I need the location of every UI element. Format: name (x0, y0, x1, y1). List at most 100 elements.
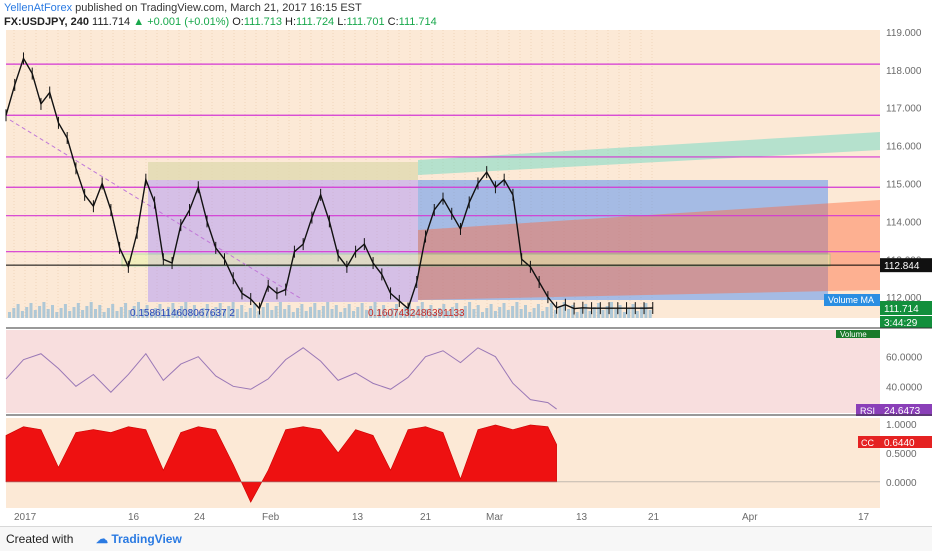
volume-bar (360, 303, 364, 318)
volume-bar (102, 312, 106, 318)
publish-line: YellenAtForex published on TradingView.c… (4, 2, 362, 14)
time-axis-label: 13 (576, 512, 588, 523)
rsi-axis-label: 40.0000 (886, 382, 923, 393)
volume-bar (545, 307, 549, 318)
volume-bar (506, 310, 510, 318)
volume-bar (455, 303, 459, 318)
volume-bar (339, 312, 343, 318)
time-axis-label: 21 (420, 512, 432, 523)
volume-bar (326, 302, 330, 318)
volume-bar (648, 310, 652, 318)
volume-bar (373, 302, 377, 318)
volume-bar (515, 302, 519, 318)
volume-bar (644, 303, 648, 318)
rsi-badge-label: RSI (860, 406, 875, 416)
volume-bar (618, 305, 622, 318)
volume-bar (63, 304, 67, 318)
volume-bar (149, 312, 153, 318)
volume-bar (244, 312, 248, 318)
volume-bar (128, 310, 132, 318)
green-band (121, 253, 831, 267)
price-axis-label: 114.000 (886, 217, 922, 228)
volume-bar (579, 308, 583, 318)
volume-bar (283, 309, 287, 318)
price-marker-badge (880, 258, 932, 273)
price-axis-label: 115.000 (886, 179, 922, 190)
volume-bar (511, 306, 515, 318)
volume-bar (235, 309, 239, 318)
volume-bar (184, 302, 188, 318)
volume-bar (12, 308, 16, 318)
low-label: L: (337, 16, 347, 28)
volume-bar (132, 306, 136, 318)
open-value: 111.713 (243, 16, 282, 28)
price-axis-label: 118.000 (886, 66, 922, 77)
cc-area (5, 424, 557, 503)
cc-badge-label: CC (861, 438, 874, 448)
volume-bar (575, 312, 579, 318)
volume-bar (631, 304, 635, 318)
last-price-badge (880, 300, 932, 315)
volume-bar (627, 308, 631, 318)
volume-bar (429, 305, 433, 318)
volume-bar (111, 304, 115, 318)
volume-bar (584, 304, 588, 318)
price-axis-label: 117.000 (886, 104, 922, 115)
volume-bar (640, 307, 644, 318)
volume-bar (407, 303, 411, 318)
volume-bar (433, 312, 437, 318)
last-price-text: 111.714 (884, 304, 919, 315)
volume-bar (605, 306, 609, 318)
volume-bar (395, 304, 398, 318)
volume-bar (635, 311, 639, 318)
countdown-badge (880, 315, 932, 328)
volume-bar (356, 307, 360, 318)
volume-bar (481, 312, 484, 318)
volume-bar (89, 302, 93, 318)
volume-bar (175, 310, 179, 318)
volume-bar (532, 308, 536, 318)
volume-bar (614, 309, 618, 318)
change-value: +0.001 (+0.01%) (147, 16, 230, 28)
volume-bar (72, 307, 76, 318)
volume-bar (304, 311, 308, 318)
volume-bar (46, 309, 50, 318)
teal-zone (418, 132, 880, 175)
tradingview-brand: TradingView (111, 532, 182, 546)
volume-bar (248, 308, 252, 318)
volume-bar (257, 311, 261, 318)
volume-ma-badge (824, 293, 880, 306)
volume-bar (446, 311, 450, 318)
volume-bar (524, 305, 527, 318)
volume-bar (145, 305, 149, 318)
tradingview-chart[interactable]: 0.1586114608067637 2 0.1607432486391133 11… (0, 0, 932, 526)
volume-bar (98, 305, 102, 318)
volume-bar (29, 303, 33, 318)
time-axis-label: Feb (262, 512, 280, 523)
time-axis-label: 13 (352, 512, 364, 523)
cc-value-badge (880, 436, 932, 448)
open-label: O: (232, 16, 244, 28)
volume-bar (386, 312, 390, 318)
high-label: H: (285, 16, 297, 28)
volume-bar (25, 307, 29, 318)
volume-bar (442, 304, 446, 318)
volume-bar (106, 308, 110, 318)
volume-bar (51, 305, 54, 318)
close-label: C: (387, 16, 399, 28)
volume-bar (352, 311, 355, 318)
volume-bar (549, 303, 553, 318)
volume-bar (85, 306, 89, 318)
volume-bar (536, 304, 540, 318)
time-axis-label: Apr (742, 512, 758, 523)
author-link[interactable]: YellenAtForex (4, 2, 73, 14)
tradingview-logo-icon[interactable]: ☁ TradingView (96, 532, 182, 546)
volume-bar (42, 302, 46, 318)
volume-bar (218, 303, 222, 318)
footer-bar: Created with ☁ TradingView (0, 526, 932, 551)
orange-zone (418, 200, 880, 300)
volume-bar (68, 311, 72, 318)
volume-label: Volume (840, 330, 867, 339)
volume-bar (321, 306, 325, 318)
volume-bar (601, 310, 605, 318)
